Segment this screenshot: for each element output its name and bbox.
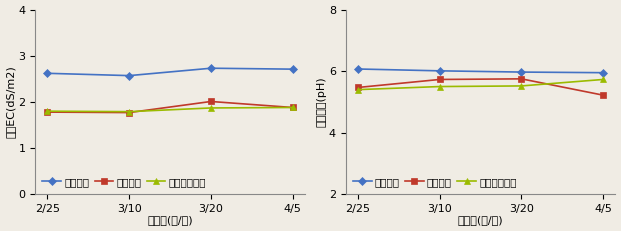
Line: 저면관수: 저면관수 xyxy=(44,98,296,116)
에브앤플로우 xyxy=(599,78,607,81)
에브앤플로우 xyxy=(518,85,525,87)
점적관수 xyxy=(289,68,296,70)
에브앤플로우 xyxy=(125,110,133,113)
저면관수 xyxy=(354,86,361,89)
Line: 에브앤플로우: 에브앤플로우 xyxy=(44,104,296,115)
에브앤플로우 xyxy=(207,106,215,109)
Legend: 점적관수, 저면관수, 에브앤플로우: 점적관수, 저면관수, 에브앤플로우 xyxy=(40,175,208,189)
에브앤플로우 xyxy=(436,85,443,88)
X-axis label: 조사일(월/일): 조사일(월/일) xyxy=(147,216,193,225)
Y-axis label: 배지산도(pH): 배지산도(pH) xyxy=(316,77,326,127)
저면관수 xyxy=(518,77,525,80)
Line: 저면관수: 저면관수 xyxy=(355,76,606,98)
저면관수 xyxy=(125,111,133,114)
에브앤플로우 xyxy=(289,106,296,109)
저면관수 xyxy=(289,106,296,109)
Legend: 점적관수, 저면관수, 에브앤플로우: 점적관수, 저면관수, 에브앤플로우 xyxy=(351,175,519,189)
에브앤플로우 xyxy=(354,88,361,91)
점적관수 xyxy=(207,67,215,70)
저면관수 xyxy=(207,100,215,103)
점적관수 xyxy=(436,70,443,72)
점적관수 xyxy=(599,71,607,74)
점적관수 xyxy=(43,72,51,75)
저면관수 xyxy=(436,78,443,81)
Line: 점적관수: 점적관수 xyxy=(355,66,606,76)
저면관수 xyxy=(43,111,51,113)
저면관수 xyxy=(599,94,607,97)
점적관수 xyxy=(354,68,361,70)
Line: 에브앤플로우: 에브앤플로우 xyxy=(355,76,606,93)
에브앤플로우 xyxy=(43,110,51,112)
점적관수 xyxy=(518,71,525,73)
Y-axis label: 배지EC(dS/m2): 배지EC(dS/m2) xyxy=(6,66,16,138)
점적관수 xyxy=(125,74,133,77)
X-axis label: 조사일(월/일): 조사일(월/일) xyxy=(458,216,504,225)
Line: 점적관수: 점적관수 xyxy=(44,65,296,79)
